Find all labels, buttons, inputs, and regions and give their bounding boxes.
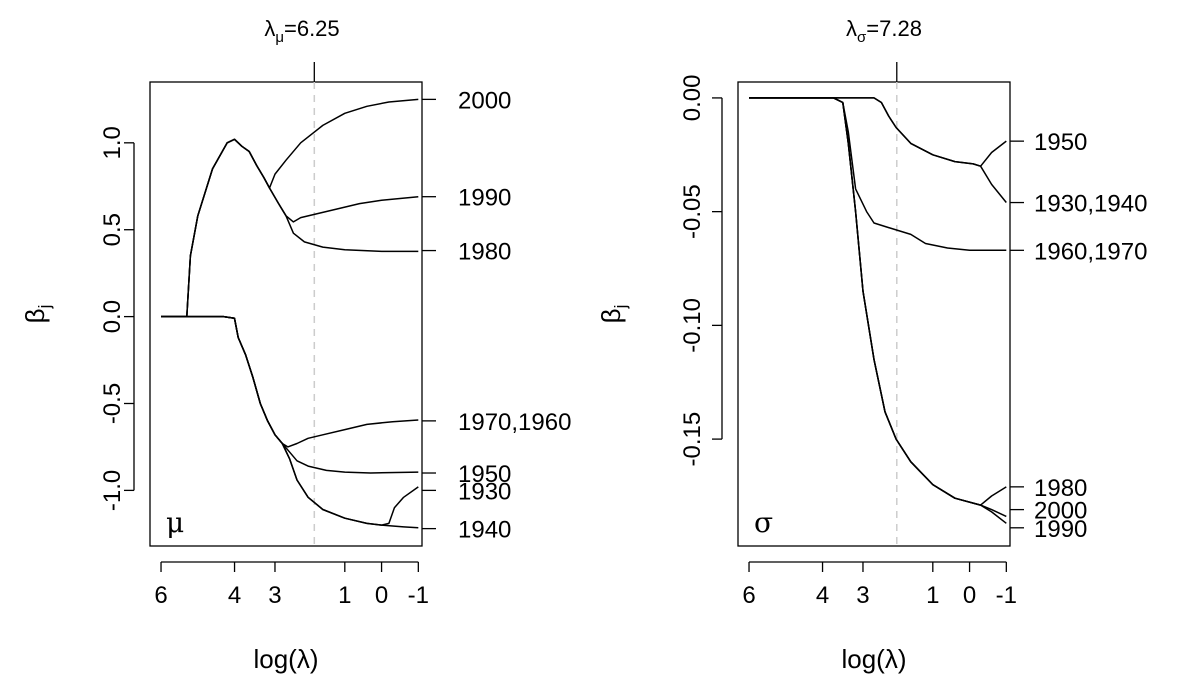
end-label: 1990 [458,185,511,212]
x-tick-label: 0 [963,582,976,609]
plot-title: λμ=6.25 [264,16,339,46]
panel-symbol: σ [754,506,773,539]
x-axis-title: log(λ) [253,644,318,674]
end-label: 1950 [458,461,511,488]
y-tick-label: 0.00 [679,75,706,122]
coef-path-1930-1940 [749,97,1007,203]
coef-path-1970-1960 [161,315,419,448]
plot-frame [737,81,1011,547]
y-axis-title-beta: β [20,308,50,323]
end-label: 1940 [458,517,511,544]
y-axis-title-subscript: j [611,305,630,310]
x-tick-label: 3 [268,582,281,609]
end-label: 1980 [1034,475,1087,502]
y-tick-label: -0.05 [679,184,706,239]
x-tick-label: 3 [856,582,869,609]
y-axis-title-beta: β [596,308,626,323]
x-tick-label: 4 [228,582,241,609]
panel-sigma: λσ=7.286 4 3 1 0 -10.00-0.05-0.10-0.15log(λ)β… [596,16,1147,674]
coef-path-1950 [161,315,419,474]
x-axis-title: log(λ) [841,644,906,674]
x-tick-label: 1 [926,582,939,609]
y-tick-label: -0.15 [679,412,706,467]
y-axis-title-subscript: j [35,305,54,310]
coef-path-1990 [161,138,419,318]
x-tick-label: 6 [742,582,755,609]
coef-path-2000 [749,97,1007,518]
coef-path-1980 [161,138,419,318]
x-tick-label: 0 [375,582,388,609]
plot-frame [149,81,423,547]
end-label: 1930,1940 [1034,191,1147,218]
x-tick-label: 4 [816,582,829,609]
y-tick-label: 0.5 [99,213,126,246]
coef-path-1960-1970 [749,97,1007,252]
y-tick-label: 0.0 [99,300,126,333]
title-subscript: μ [275,29,284,46]
x-tick-label: 1 [338,582,351,609]
y-axis-title: βj [20,305,54,324]
coef-path-1980 [749,97,1007,506]
y-tick-label: 1.0 [99,126,126,159]
x-tick-label: -1 [996,582,1017,609]
plot-title: λσ=7.28 [846,16,922,46]
end-label: 1980 [458,239,511,266]
end-label: 1950 [1034,129,1087,156]
coef-path-1990 [749,97,1007,524]
end-label: 2000 [1034,498,1087,525]
x-tick-label: -1 [408,582,429,609]
coef-path-1930 [161,315,419,526]
title-value: =6.25 [284,16,340,41]
end-label: 1990 [1034,516,1087,543]
end-label: 2000 [458,87,511,114]
coef-path-1950 [749,97,1007,167]
panel-mu: λμ=6.256 4 3 1 0 -11.00.50.0-0.5-1.0log(λ)βjμ… [20,16,571,674]
y-tick-label: -0.5 [99,383,126,424]
end-label: 1970,1960 [458,409,571,436]
x-tick-label: 6 [154,582,167,609]
y-tick-label: -1.0 [99,470,126,511]
coef-path-1940 [161,315,419,529]
title-value: =7.28 [866,16,922,41]
end-label: 1960,1970 [1034,238,1147,265]
title-lambda: λ [846,16,857,41]
panel-symbol: μ [166,506,184,539]
y-tick-label: -0.10 [679,298,706,353]
title-lambda: λ [264,16,275,41]
y-axis-title: βj [596,305,630,324]
title-subscript: σ [857,29,867,46]
end-label: 1930 [458,478,511,505]
